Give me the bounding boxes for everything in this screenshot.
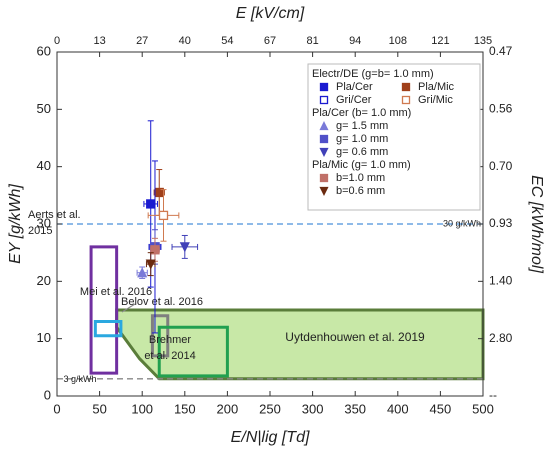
x-tick-label: 400 [387, 401, 409, 416]
x-tick-label: 50 [92, 401, 106, 416]
x2-tick-label: 81 [306, 35, 318, 47]
marker [401, 82, 411, 92]
legend-label: b=1.0 mm [336, 172, 385, 184]
y2-tick-label: 0.56 [489, 102, 513, 116]
x2-tick-label: 27 [136, 35, 148, 47]
y2-tick-label: 2.80 [489, 331, 513, 345]
marker [150, 245, 160, 255]
region-label: 2015 [28, 225, 52, 237]
x2-tick-label: 121 [431, 35, 449, 47]
y-tick-label: 60 [37, 43, 51, 58]
y-axis-label: EY [g/kWh] [7, 184, 24, 264]
legend-group-title: Pla/Cer (b= 1.0 mm) [312, 107, 411, 119]
x-tick-label: 200 [217, 401, 239, 416]
y-tick-label: 20 [37, 273, 51, 288]
reference-label: 3 g/kWh [63, 374, 96, 384]
marker [401, 95, 411, 105]
marker [319, 121, 329, 131]
marker [137, 267, 148, 278]
marker [158, 210, 169, 221]
region-label: et al. 2014 [144, 350, 195, 362]
reference-label: 30 g/kWh [443, 218, 481, 228]
y-tick-label: 40 [37, 158, 51, 173]
region [89, 245, 119, 375]
y2-tick-label: 0.93 [489, 216, 513, 230]
x2-tick-label: 135 [474, 35, 492, 47]
x2-tick-label: 67 [264, 35, 276, 47]
x2-tick-label: 108 [389, 35, 407, 47]
marker [319, 134, 329, 144]
x-tick-label: 450 [430, 401, 452, 416]
legend-label: b=0.6 mm [336, 185, 385, 197]
y2-axis-label: EC [kWh/mol] [528, 175, 545, 273]
region [157, 325, 229, 378]
legend-group-title: Electr/DE (g=b= 1.0 mm) [312, 68, 434, 80]
y2-tick-label: 1.40 [489, 274, 513, 288]
x2-tick-label: 13 [93, 35, 105, 47]
marker [319, 173, 329, 183]
y2-tick-label: 0.70 [489, 159, 513, 173]
marker [319, 82, 329, 92]
region [150, 314, 170, 358]
marker [145, 259, 156, 270]
region-label: Uytdenhouwen et al. 2019 [285, 330, 425, 344]
x-tick-label: 250 [259, 401, 281, 416]
marker [146, 199, 156, 209]
region-label: Brehmer [149, 334, 192, 346]
region-label: Belov et al. 2016 [121, 296, 203, 308]
region [93, 319, 123, 338]
x2-tick-label: 0 [54, 35, 60, 47]
y-tick-label: 0 [44, 387, 51, 402]
y2-tick-label: -- [489, 388, 497, 402]
legend-group-title: Pla/Mic (g= 1.0 mm) [312, 159, 411, 171]
legend-box [307, 63, 481, 211]
marker [179, 242, 190, 253]
marker [319, 147, 329, 157]
y-tick-label: 10 [37, 330, 51, 345]
y-tick-label: 50 [37, 101, 51, 116]
x-tick-label: 350 [344, 401, 366, 416]
legend-label: Gri/Cer [336, 94, 372, 106]
region-label: Mei et al. 2016 [80, 286, 152, 298]
legend-label: g= 1.0 mm [336, 133, 388, 145]
legend-label: Pla/Cer [336, 81, 373, 93]
y-tick-label: 30 [37, 215, 51, 230]
region-label: Aerts et al. [28, 209, 81, 221]
legend-label: Pla/Mic [418, 81, 455, 93]
x2-tick-label: 54 [221, 35, 233, 47]
y2-tick-label: 0.47 [489, 44, 513, 58]
legend-label: g= 1.5 mm [336, 120, 388, 132]
legend-label: g= 0.6 mm [336, 146, 388, 158]
legend-label: Gri/Mic [418, 94, 453, 106]
x-tick-label: 150 [174, 401, 196, 416]
marker [319, 186, 329, 196]
x-tick-label: 0 [53, 401, 60, 416]
x-tick-label: 300 [302, 401, 324, 416]
x-tick-label: 100 [131, 401, 153, 416]
pointer [121, 303, 136, 313]
x2-axis-label: E [kV/cm] [236, 5, 305, 22]
x-axis-label: E/N|lig [Td] [231, 429, 310, 446]
x2-tick-label: 94 [349, 35, 361, 47]
x2-tick-label: 40 [179, 35, 191, 47]
x-tick-label: 500 [472, 401, 494, 416]
marker [319, 95, 329, 105]
